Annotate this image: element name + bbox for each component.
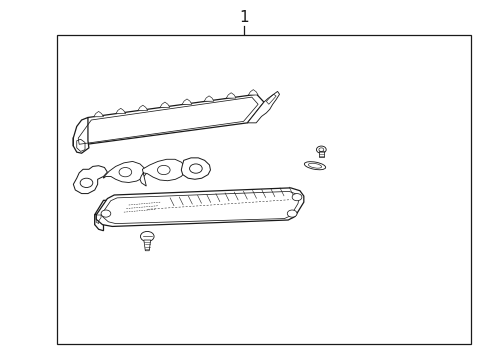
Polygon shape	[182, 99, 191, 104]
Circle shape	[189, 164, 202, 173]
Circle shape	[80, 178, 93, 188]
Polygon shape	[248, 90, 258, 95]
Polygon shape	[73, 136, 79, 146]
Polygon shape	[181, 158, 210, 179]
Polygon shape	[116, 108, 125, 114]
Ellipse shape	[304, 162, 325, 170]
Polygon shape	[160, 102, 169, 107]
Polygon shape	[95, 213, 103, 231]
Circle shape	[140, 231, 154, 242]
Polygon shape	[96, 188, 303, 226]
Text: 1: 1	[239, 10, 249, 25]
Polygon shape	[73, 117, 89, 153]
Circle shape	[291, 194, 301, 201]
Polygon shape	[94, 111, 103, 117]
Circle shape	[316, 146, 325, 153]
Polygon shape	[247, 91, 279, 123]
Polygon shape	[140, 159, 185, 186]
Polygon shape	[318, 151, 323, 157]
Polygon shape	[103, 161, 146, 183]
Polygon shape	[138, 105, 147, 111]
Polygon shape	[95, 194, 301, 225]
Circle shape	[119, 167, 131, 177]
Polygon shape	[73, 166, 107, 194]
Polygon shape	[143, 240, 150, 251]
Circle shape	[287, 210, 296, 217]
Polygon shape	[204, 96, 213, 101]
Circle shape	[101, 210, 111, 217]
Circle shape	[157, 165, 170, 175]
Polygon shape	[226, 93, 236, 98]
Polygon shape	[73, 94, 264, 146]
Bar	[57, 35, 469, 344]
